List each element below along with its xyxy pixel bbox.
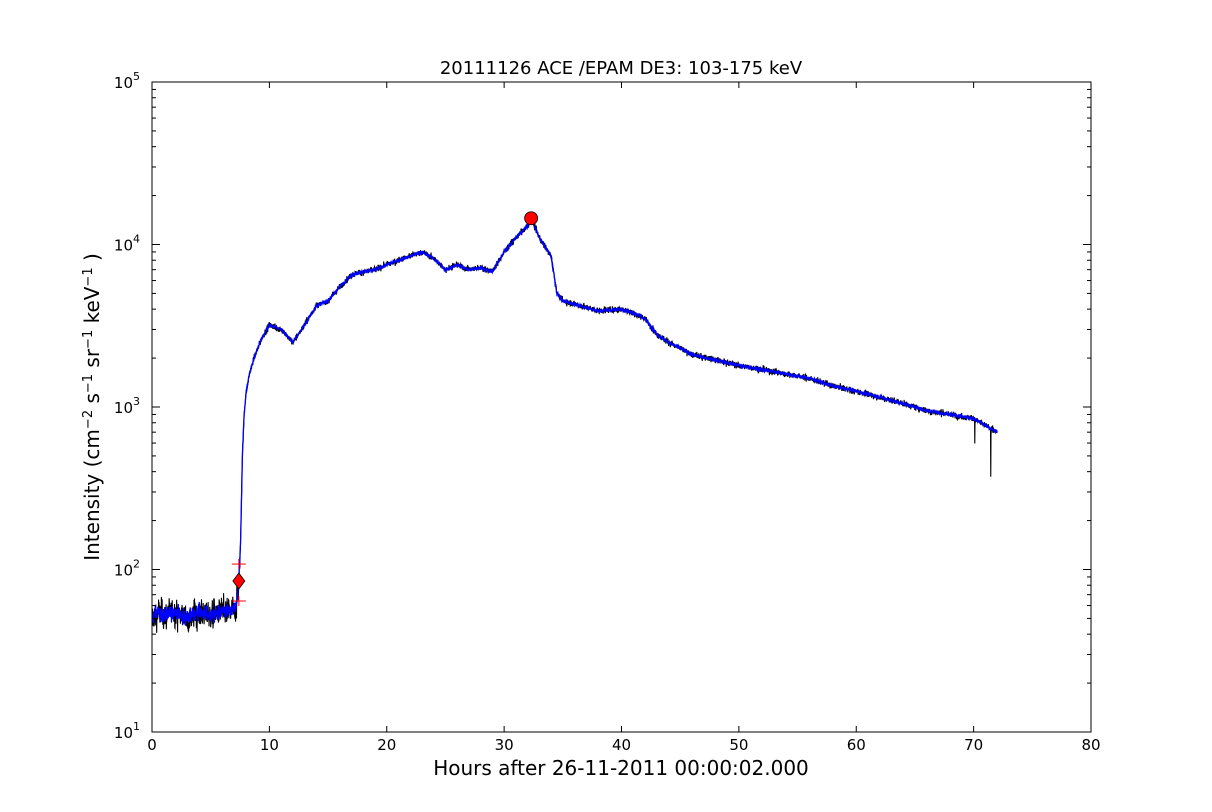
y-label-mid-3: keV bbox=[80, 286, 104, 330]
x-axis-ticks: 0 10 20 30 40 50 60 70 80 bbox=[147, 82, 1101, 754]
x-tick-label: 60 bbox=[847, 736, 866, 754]
y-label-sup-4: −1 bbox=[81, 267, 96, 286]
x-tick-label: 40 bbox=[612, 736, 631, 754]
y-label-sup-3: −1 bbox=[81, 330, 96, 349]
x-tick-label: 80 bbox=[1081, 736, 1100, 754]
plot-frame bbox=[151, 81, 1092, 733]
y-axis-ticks: 101 102 103 104 105 bbox=[114, 70, 1091, 742]
raw-series-line bbox=[152, 216, 998, 634]
x-tick-label: 70 bbox=[964, 736, 983, 754]
markers-layer bbox=[231, 211, 539, 606]
x-tick-label: 0 bbox=[147, 736, 157, 754]
series-layer bbox=[152, 216, 998, 634]
onset-diamond-marker bbox=[232, 572, 246, 590]
x-tick-label: 50 bbox=[729, 736, 748, 754]
y-tick-label: 104 bbox=[114, 233, 140, 255]
x-tick-label: 20 bbox=[377, 736, 396, 754]
y-tick-label: 105 bbox=[114, 70, 140, 92]
y-tick-label: 101 bbox=[114, 720, 140, 742]
x-tick-label: 30 bbox=[495, 736, 514, 754]
y-label-sup-2: −1 bbox=[81, 374, 96, 393]
y-label-mid-2: sr bbox=[80, 348, 104, 374]
chart-title: 20111126 ACE /EPAM DE3: 103-175 keV bbox=[440, 58, 803, 79]
x-tick-label: 10 bbox=[260, 736, 279, 754]
x-axis-label: Hours after 26-11-2011 00:00:02.000 bbox=[433, 756, 809, 780]
smoothed-series-line bbox=[152, 217, 998, 626]
y-label-text: Intensity (cm bbox=[80, 429, 104, 561]
y-axis-label: Intensity (cm−2 s−1 sr−1 keV−1 ) bbox=[80, 253, 104, 561]
y-tick-label: 102 bbox=[114, 558, 140, 580]
y-label-mid-1: s bbox=[80, 393, 104, 410]
y-label-end: ) bbox=[80, 253, 104, 267]
peak-circle-marker bbox=[524, 211, 539, 226]
y-label-sup-1: −2 bbox=[81, 410, 96, 429]
y-tick-label: 103 bbox=[114, 395, 140, 417]
